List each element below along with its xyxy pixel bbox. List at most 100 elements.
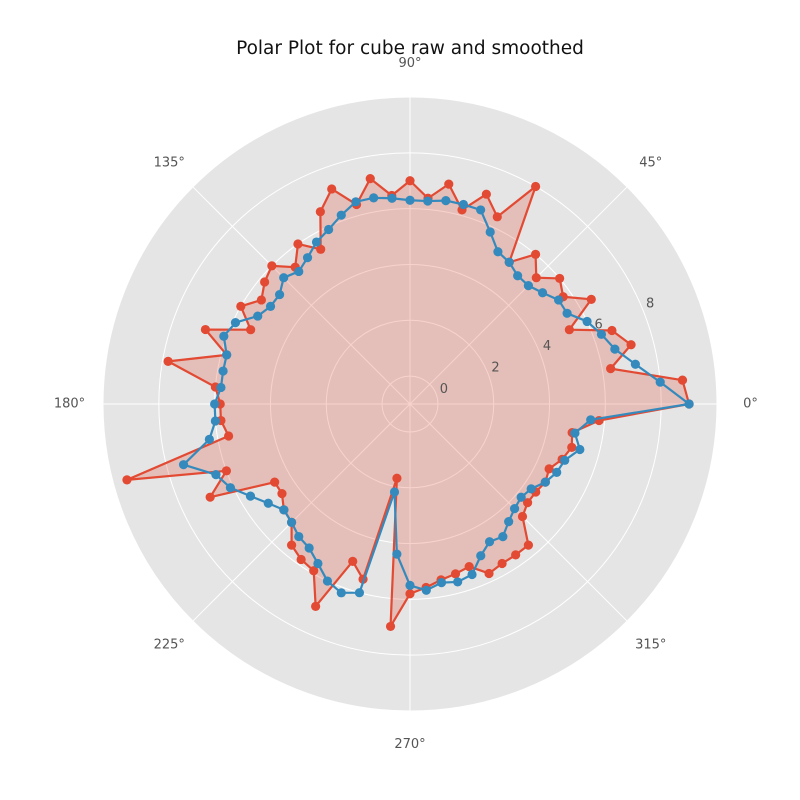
smoothed-series-point — [218, 366, 228, 376]
smoothed-series-point — [655, 377, 665, 387]
smoothed-series-point — [405, 195, 415, 205]
raw-series-point — [205, 492, 215, 502]
smoothed-series-point — [274, 289, 285, 300]
smoothed-series-point — [596, 329, 607, 339]
smoothed-series-point — [570, 428, 580, 438]
smoothed-series-point — [279, 505, 289, 515]
raw-series-point — [316, 244, 326, 254]
smoothed-series-point — [336, 210, 346, 220]
raw-series-point — [484, 568, 494, 579]
raw-series-point — [530, 249, 541, 259]
raw-series-point — [444, 179, 454, 189]
raw-series-point — [522, 498, 533, 508]
raw-series-point — [296, 554, 306, 565]
smoothed-series-point — [453, 577, 463, 587]
smoothed-series-point — [204, 434, 214, 444]
raw-series-point — [256, 295, 266, 305]
theta-grid-line — [192, 403, 411, 622]
raw-series-point — [607, 325, 617, 336]
smoothed-series-point — [387, 193, 397, 203]
theta-grid-line — [409, 186, 628, 405]
raw-series-point — [392, 473, 402, 483]
theta-tick-label: 270° — [394, 737, 425, 752]
smoothed-series-point — [210, 399, 220, 409]
theta-tick-label: 180° — [54, 397, 85, 412]
smoothed-series-point — [263, 498, 273, 508]
smoothed-series-point — [405, 580, 415, 591]
chart-title: Polar Plot for cube raw and smoothed — [236, 38, 584, 59]
theta-grid-line — [409, 403, 628, 622]
smoothed-series-point — [540, 477, 550, 487]
raw-series-point — [293, 239, 303, 249]
raw-series-point — [365, 174, 375, 184]
theta-tick-label: 90° — [398, 56, 421, 71]
smoothed-series-point — [369, 193, 379, 203]
raw-series-point — [286, 540, 297, 550]
theta-tick-label: 135° — [154, 156, 185, 171]
smoothed-series-point — [265, 301, 276, 311]
smoothed-series-point — [484, 537, 495, 547]
smoothed-series-point — [458, 199, 469, 210]
smoothed-series-point — [324, 224, 334, 235]
smoothed-series-point — [684, 399, 694, 409]
raw-series-point — [122, 475, 132, 485]
smoothed-series-point — [516, 492, 526, 502]
smoothed-series-point — [476, 551, 486, 561]
smoothed-series-point — [441, 196, 451, 206]
theta-tick-label: 45° — [639, 156, 662, 171]
raw-series-point — [564, 325, 574, 335]
smoothed-series-point — [467, 569, 477, 580]
raw-series-point — [481, 189, 491, 199]
smoothed-series-point — [537, 288, 548, 298]
raw-series-point — [309, 566, 319, 576]
raw-series-point — [385, 621, 396, 632]
smoothed-series-point — [225, 483, 236, 493]
smoothed-series-point — [586, 415, 596, 425]
raw-series-point — [270, 477, 280, 487]
smoothed-series-point — [513, 271, 523, 281]
raw-series-point — [464, 562, 474, 572]
raw-series-point — [531, 273, 541, 283]
smoothed-series-point — [211, 470, 221, 480]
raw-series-point — [450, 569, 461, 579]
raw-series-point — [405, 589, 415, 599]
r-tick-label: 8 — [646, 296, 654, 311]
r-tick-label: 4 — [543, 339, 551, 354]
smoothed-series-point — [485, 227, 495, 237]
smoothed-series-point — [552, 467, 562, 478]
smoothed-series-point — [476, 205, 486, 215]
raw-series-point — [267, 261, 277, 271]
smoothed-series-point — [322, 576, 333, 586]
smoothed-series-point — [560, 455, 570, 465]
smoothed-series-point — [336, 588, 346, 598]
smoothed-series-point — [294, 531, 304, 542]
theta-tick-label: 0° — [743, 397, 758, 412]
raw-series-point — [606, 364, 616, 374]
raw-series-point — [315, 207, 325, 217]
raw-series-point — [517, 511, 528, 522]
smoothed-series-point — [575, 444, 585, 455]
smoothed-series-point — [311, 237, 322, 247]
smoothed-series-point — [493, 247, 503, 257]
smoothed-series-point — [313, 558, 323, 569]
raw-series-point — [200, 324, 211, 335]
raw-series-point — [567, 442, 577, 452]
smoothed-series-point — [554, 295, 564, 305]
raw-series-point — [311, 601, 321, 611]
smoothed-series-point — [253, 311, 263, 321]
smoothed-series-point — [509, 503, 520, 514]
smoothed-series-point — [526, 484, 536, 494]
raw-series-point — [555, 273, 565, 284]
raw-series-point — [221, 466, 232, 476]
raw-series-point — [523, 540, 534, 550]
raw-series-point — [530, 181, 541, 192]
smoothed-series-point — [354, 588, 365, 598]
r-tick-label: 6 — [594, 318, 602, 333]
smoothed-series-point — [392, 549, 402, 559]
smoothed-series-point — [351, 197, 361, 207]
smoothed-series-point — [504, 516, 514, 527]
smoothed-series-point — [610, 344, 620, 354]
r-tick-label: 2 — [491, 360, 499, 375]
